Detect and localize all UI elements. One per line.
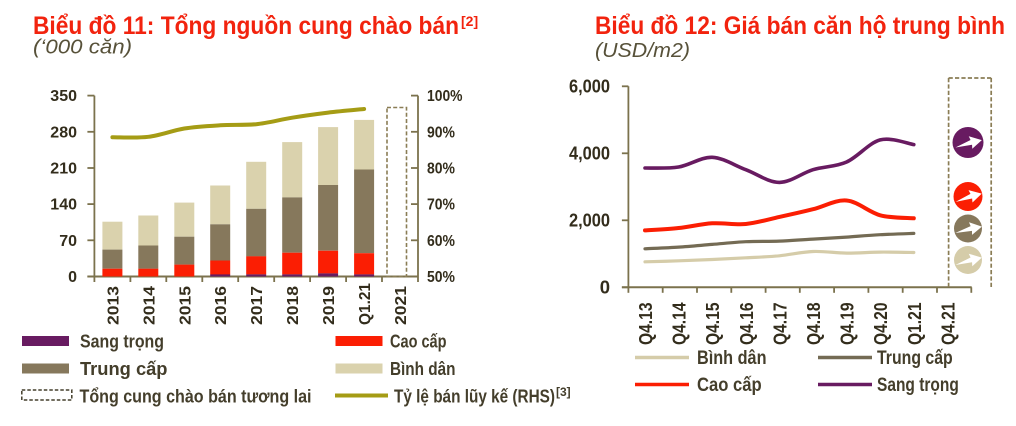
svg-text:Biểu đồ 12: Giá bán căn hộ tru: Biểu đồ 12: Giá bán căn hộ trung bình <box>595 12 1005 40</box>
svg-text:Q1.21: Q1.21 <box>357 283 374 325</box>
svg-text:Q4.18: Q4.18 <box>803 303 824 346</box>
svg-text:Q4.15: Q4.15 <box>702 303 723 346</box>
svg-text:Cao cấp: Cao cấp <box>697 374 762 396</box>
svg-text:0: 0 <box>68 269 77 286</box>
svg-text:2015: 2015 <box>177 286 194 325</box>
svg-text:Q4.21: Q4.21 <box>937 303 958 346</box>
svg-text:2,000: 2,000 <box>569 209 610 230</box>
svg-text:Q4.19: Q4.19 <box>837 303 858 346</box>
svg-text:Bình dân: Bình dân <box>390 359 456 379</box>
svg-text:2018: 2018 <box>285 286 302 325</box>
svg-text:Biểu đồ 11: Tổng nguồn cung ch: Biểu đồ 11: Tổng nguồn cung chào bán <box>33 12 459 40</box>
svg-text:Q4.13: Q4.13 <box>635 303 656 346</box>
svg-text:2016: 2016 <box>213 286 230 325</box>
svg-text:Bình dân: Bình dân <box>697 347 767 369</box>
svg-text:Q4.20: Q4.20 <box>870 303 891 346</box>
svg-text:[2]: [2] <box>461 13 478 29</box>
svg-text:2019: 2019 <box>321 286 338 325</box>
svg-text:Trung cấp: Trung cấp <box>80 359 168 379</box>
svg-text:Cao cấp: Cao cấp <box>390 332 447 352</box>
svg-text:[3]: [3] <box>556 385 571 399</box>
svg-text:Sang trọng: Sang trọng <box>80 332 164 352</box>
svg-text:Tỷ lệ bán lũy kế (RHS): Tỷ lệ bán lũy kế (RHS) <box>394 387 555 407</box>
svg-text:0: 0 <box>600 276 610 297</box>
svg-text:2013: 2013 <box>105 286 122 325</box>
svg-text:(USD/m2): (USD/m2) <box>595 40 690 62</box>
svg-text:60%: 60% <box>427 233 455 250</box>
svg-text:Q4.14: Q4.14 <box>669 302 690 345</box>
svg-text:50%: 50% <box>427 269 455 286</box>
svg-text:2021: 2021 <box>393 286 410 325</box>
svg-text:100%: 100% <box>427 88 463 105</box>
svg-text:2017: 2017 <box>249 286 266 325</box>
svg-text:350: 350 <box>50 88 77 105</box>
svg-text:280: 280 <box>50 124 77 141</box>
svg-text:Trung cấp: Trung cấp <box>877 347 953 369</box>
svg-text:Tổng cung chào bán tương lai: Tổng cung chào bán tương lai <box>80 387 312 407</box>
svg-text:Q1.21: Q1.21 <box>904 303 925 346</box>
svg-text:70%: 70% <box>427 197 455 214</box>
svg-text:(‘000 căn): (‘000 căn) <box>33 37 132 59</box>
svg-text:80%: 80% <box>427 161 455 178</box>
svg-text:140: 140 <box>50 197 77 214</box>
svg-text:Q4.16: Q4.16 <box>736 303 757 346</box>
svg-text:70: 70 <box>59 233 77 250</box>
svg-text:4,000: 4,000 <box>569 142 610 163</box>
svg-text:Sang trọng: Sang trọng <box>877 374 959 396</box>
svg-text:6,000: 6,000 <box>569 75 610 96</box>
svg-text:Q4.17: Q4.17 <box>769 303 790 346</box>
svg-text:2014: 2014 <box>141 286 158 325</box>
svg-text:210: 210 <box>50 161 77 178</box>
svg-text:90%: 90% <box>427 124 455 141</box>
